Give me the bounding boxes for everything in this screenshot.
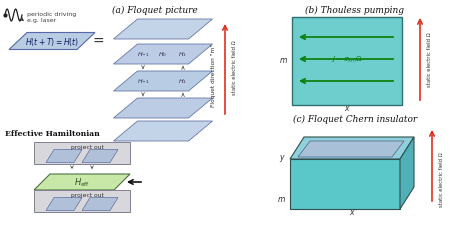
- Text: Floquet direction "m": Floquet direction "m": [210, 43, 216, 106]
- Text: =: =: [92, 35, 104, 49]
- Polygon shape: [9, 33, 95, 50]
- Text: static electric field Ω: static electric field Ω: [439, 152, 444, 206]
- Polygon shape: [113, 99, 212, 118]
- Text: $H_{-}$: $H_{-}$: [60, 201, 68, 208]
- Text: $H_{-1}$: $H_{-1}$: [137, 77, 149, 86]
- Polygon shape: [113, 45, 212, 65]
- Bar: [290, 159, 400, 209]
- Polygon shape: [82, 198, 118, 211]
- Polygon shape: [34, 174, 130, 190]
- Text: project out: project out: [71, 193, 103, 198]
- Text: $H_{\mathrm{eff}}$: $H_{\mathrm{eff}}$: [74, 176, 90, 188]
- Text: (a) Floquet picture: (a) Floquet picture: [112, 6, 198, 15]
- Bar: [34, 142, 130, 164]
- Polygon shape: [290, 137, 414, 159]
- Polygon shape: [46, 198, 82, 211]
- Text: $H_{-1}$: $H_{-1}$: [137, 50, 149, 59]
- Text: $H_1$: $H_1$: [179, 50, 188, 59]
- Text: $J = \sigma_{xm}\Omega$: $J = \sigma_{xm}\Omega$: [331, 55, 363, 65]
- Text: $x$: $x$: [344, 104, 350, 113]
- Polygon shape: [46, 150, 82, 163]
- Bar: [34, 190, 130, 212]
- Text: (b) Thouless pumping: (b) Thouless pumping: [306, 6, 404, 15]
- Text: $H_{+}$: $H_{+}$: [95, 152, 104, 161]
- Text: static electric field Ω: static electric field Ω: [427, 32, 432, 87]
- Text: static electric field Ω: static electric field Ω: [232, 40, 237, 95]
- Bar: [292, 18, 402, 106]
- Text: periodic driving
e.g. laser: periodic driving e.g. laser: [27, 12, 76, 23]
- Text: $H$: $H$: [97, 200, 103, 208]
- Text: $y$: $y$: [279, 152, 286, 163]
- Polygon shape: [113, 121, 212, 141]
- Polygon shape: [113, 20, 212, 40]
- Text: $x$: $x$: [348, 207, 356, 216]
- Text: $H_1$: $H_1$: [179, 77, 188, 86]
- Text: project out: project out: [71, 144, 103, 149]
- Polygon shape: [82, 150, 118, 163]
- Text: Effective Hamiltonian: Effective Hamiltonian: [5, 129, 100, 137]
- Polygon shape: [400, 137, 414, 209]
- Text: $m$: $m$: [279, 55, 288, 64]
- Polygon shape: [113, 72, 212, 92]
- Text: $H_{-}$: $H_{-}$: [60, 153, 68, 160]
- Text: $m$: $m$: [277, 195, 286, 204]
- Polygon shape: [298, 141, 404, 157]
- Text: $H(t+T){=}H(t)$: $H(t+T){=}H(t)$: [25, 36, 79, 48]
- Text: $H_0$: $H_0$: [158, 50, 168, 59]
- Text: (c) Floquet Chern insulator: (c) Floquet Chern insulator: [293, 114, 417, 123]
